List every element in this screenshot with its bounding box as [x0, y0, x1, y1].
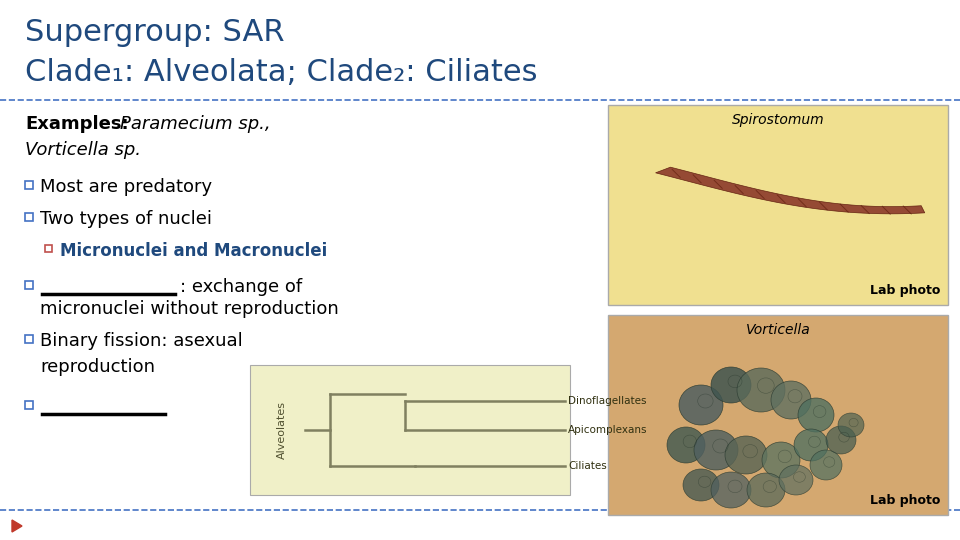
Text: Ciliates: Ciliates	[568, 461, 607, 471]
Text: Binary fission: asexual: Binary fission: asexual	[40, 332, 243, 350]
Ellipse shape	[798, 398, 834, 432]
Text: Lab photo: Lab photo	[870, 284, 940, 297]
Ellipse shape	[667, 427, 705, 463]
Bar	[608, 315, 948, 515]
Text: Spirostomum: Spirostomum	[732, 113, 825, 127]
Text: reproduction: reproduction	[40, 358, 155, 376]
Bar	[25, 213, 33, 221]
FancyBboxPatch shape	[250, 365, 570, 495]
Bar	[608, 105, 948, 305]
Bar	[45, 245, 52, 252]
Ellipse shape	[762, 442, 800, 478]
Text: Lab photo: Lab photo	[870, 494, 940, 507]
Text: Paramecium sp.,: Paramecium sp.,	[120, 115, 271, 133]
Text: Most are predatory: Most are predatory	[40, 178, 212, 196]
Ellipse shape	[737, 368, 785, 412]
Text: Alveolates: Alveolates	[277, 401, 287, 459]
Text: Vorticella sp.: Vorticella sp.	[25, 141, 141, 159]
Bar	[25, 281, 33, 289]
Text: Supergroup: SAR: Supergroup: SAR	[25, 18, 284, 47]
Text: Examples:: Examples:	[25, 115, 129, 133]
Ellipse shape	[725, 436, 767, 474]
Text: Micronuclei and Macronuclei: Micronuclei and Macronuclei	[60, 242, 327, 260]
Ellipse shape	[694, 430, 738, 470]
Polygon shape	[656, 167, 924, 214]
Ellipse shape	[679, 385, 723, 425]
Ellipse shape	[747, 473, 785, 507]
Ellipse shape	[779, 465, 813, 495]
Ellipse shape	[711, 367, 751, 403]
Ellipse shape	[794, 429, 828, 461]
Bar	[25, 335, 33, 343]
Text: Vorticella: Vorticella	[746, 323, 810, 337]
Ellipse shape	[771, 381, 811, 419]
Ellipse shape	[711, 472, 751, 508]
Text: micronuclei without reproduction: micronuclei without reproduction	[40, 300, 339, 318]
Text: Dinoflagellates: Dinoflagellates	[568, 396, 646, 407]
Text: : exchange of: : exchange of	[180, 278, 302, 296]
Ellipse shape	[683, 469, 719, 501]
Ellipse shape	[826, 426, 856, 454]
Text: Apicomplexans: Apicomplexans	[568, 425, 647, 435]
Bar	[25, 401, 33, 409]
Polygon shape	[12, 520, 22, 532]
Text: Two types of nuclei: Two types of nuclei	[40, 210, 212, 228]
Ellipse shape	[810, 450, 842, 480]
Ellipse shape	[838, 413, 864, 437]
Bar	[25, 181, 33, 189]
Text: Clade₁: Alveolata; Clade₂: Ciliates: Clade₁: Alveolata; Clade₂: Ciliates	[25, 58, 538, 87]
